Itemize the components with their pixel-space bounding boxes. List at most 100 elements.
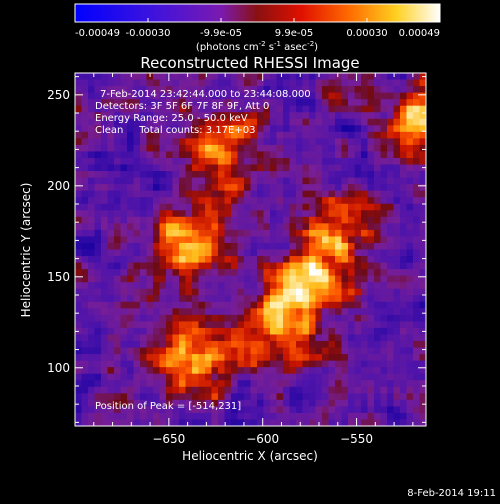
heatmap-cell (393, 256, 401, 263)
heatmap-cell (166, 236, 173, 244)
heatmap-cell (153, 341, 160, 348)
heatmap-cell (153, 347, 160, 355)
heatmap-cell (166, 242, 173, 250)
heatmap-cell (380, 334, 388, 342)
heatmap-cell (257, 314, 264, 322)
heatmap-cell (387, 216, 394, 224)
heatmap-cell (140, 327, 147, 335)
heatmap-cell (380, 386, 388, 394)
heatmap-cell (289, 301, 297, 309)
heatmap-cell (393, 236, 401, 244)
heatmap-cell (387, 321, 394, 329)
heatmap-cell (153, 112, 160, 120)
heatmap-cell (250, 327, 258, 335)
heatmap-cell (289, 79, 297, 87)
heatmap-cell (374, 125, 381, 133)
heatmap-cell (224, 242, 232, 250)
heatmap-cell (133, 386, 141, 394)
heatmap-cell (406, 184, 414, 192)
heatmap-cell (283, 347, 290, 355)
heatmap-cell (322, 138, 329, 146)
heatmap-cell (81, 184, 89, 192)
heatmap-cell (127, 314, 134, 322)
heatmap-cell (302, 157, 310, 165)
heatmap-cell (107, 399, 115, 407)
heatmap-cell (75, 360, 82, 368)
heatmap-cell (387, 275, 394, 283)
heatmap-cell (328, 184, 336, 192)
heatmap-cell (302, 86, 310, 94)
heatmap-cell (250, 229, 258, 237)
heatmap-cell (322, 360, 329, 368)
heatmap-cell (270, 406, 277, 414)
heatmap-cell (146, 138, 154, 146)
heatmap-cell (224, 275, 232, 283)
heatmap-cell (146, 301, 154, 309)
heatmap-cell (309, 190, 316, 198)
heatmap-cell (283, 99, 290, 107)
heatmap-cell (367, 73, 375, 80)
heatmap-cell (185, 73, 193, 80)
heatmap-cell (400, 314, 407, 322)
heatmap-cell (263, 412, 271, 420)
heatmap-cell (231, 412, 238, 420)
heatmap-cell (88, 164, 95, 172)
heatmap-cell (244, 151, 251, 159)
heatmap-cell (315, 118, 323, 126)
heatmap-cell (198, 282, 206, 290)
heatmap-cell (231, 295, 238, 303)
heatmap-cell (387, 151, 394, 159)
heatmap-cell (146, 236, 154, 244)
heatmap-cell (172, 99, 180, 107)
heatmap-cell (406, 399, 414, 407)
heatmap-cell (361, 334, 368, 342)
heatmap-cell (276, 99, 284, 107)
colorbar-tick-label: -0.00049 (75, 28, 120, 39)
heatmap-cell (380, 321, 388, 329)
heatmap-cell (127, 138, 134, 146)
heatmap-cell (198, 197, 206, 205)
heatmap-cell (146, 157, 154, 165)
heatmap-cell (367, 190, 375, 198)
heatmap-cell (341, 269, 349, 277)
heatmap-cell (380, 131, 388, 139)
heatmap-cell (120, 203, 128, 211)
heatmap-cell (289, 118, 297, 126)
heatmap-cell (153, 151, 160, 159)
heatmap-cell (406, 131, 414, 139)
heatmap-cell (257, 223, 264, 231)
heatmap-cell (107, 242, 115, 250)
heatmap-cell (179, 341, 186, 348)
heatmap-cell (419, 347, 426, 355)
heatmap-cell (257, 118, 264, 126)
heatmap-cell (322, 262, 329, 270)
heatmap-cell (205, 301, 212, 309)
heatmap-cell (114, 282, 121, 290)
heatmap-cell (413, 112, 420, 120)
heatmap-cell (172, 393, 180, 401)
heatmap-cell (309, 249, 316, 257)
heatmap-cell (335, 190, 342, 198)
heatmap-cell (88, 144, 95, 152)
heatmap-cell (335, 282, 342, 290)
heatmap-cell (257, 242, 264, 250)
heatmap-cell (114, 210, 121, 218)
heatmap-cell (348, 367, 355, 375)
heatmap-cell (289, 412, 297, 420)
heatmap-cell (172, 282, 180, 290)
heatmap-cell (218, 386, 225, 394)
heatmap-cell (133, 86, 141, 94)
heatmap-cell (283, 282, 290, 290)
heatmap-cell (94, 112, 102, 120)
heatmap-cell (205, 269, 212, 277)
heatmap-cell (146, 229, 154, 237)
heatmap-cell (231, 79, 238, 87)
heatmap-cell (224, 125, 232, 133)
heatmap-cell (276, 79, 284, 87)
heatmap-cell (166, 269, 173, 277)
heatmap-cell (393, 79, 401, 87)
heatmap-cell (205, 229, 212, 237)
heatmap-cell (166, 197, 173, 205)
heatmap-cell (81, 269, 89, 277)
heatmap-cell (211, 341, 219, 348)
